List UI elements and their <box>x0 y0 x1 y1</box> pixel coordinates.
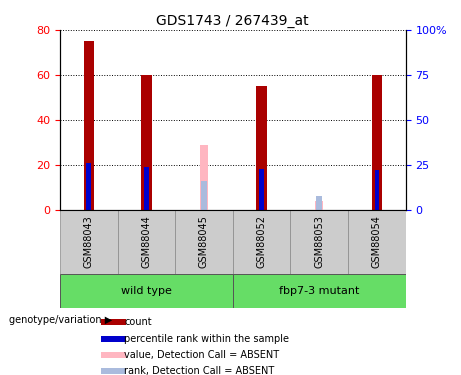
Text: genotype/variation ▶: genotype/variation ▶ <box>9 315 112 325</box>
Bar <box>259 169 264 210</box>
Bar <box>60 210 118 274</box>
Text: GSM88054: GSM88054 <box>372 215 382 268</box>
Text: GSM88053: GSM88053 <box>314 215 324 268</box>
Text: rank, Detection Call = ABSENT: rank, Detection Call = ABSENT <box>124 366 275 375</box>
Bar <box>141 75 152 210</box>
Text: wild type: wild type <box>121 286 172 296</box>
Bar <box>60 274 233 308</box>
Bar <box>315 201 323 210</box>
Bar <box>144 167 148 210</box>
Bar <box>348 210 406 274</box>
Bar <box>374 170 379 210</box>
Bar <box>233 274 406 308</box>
Text: GSM88044: GSM88044 <box>142 216 151 268</box>
Bar <box>201 181 207 210</box>
Bar <box>290 210 348 274</box>
Bar <box>372 75 382 210</box>
Bar <box>200 145 208 210</box>
Bar <box>175 210 233 274</box>
Text: count: count <box>124 317 152 327</box>
Bar <box>101 352 126 358</box>
Text: GSM88045: GSM88045 <box>199 215 209 268</box>
Bar <box>101 368 126 374</box>
Bar <box>256 86 267 210</box>
Bar <box>83 41 94 210</box>
Bar <box>101 320 126 326</box>
Bar <box>233 210 290 274</box>
Bar <box>118 210 175 274</box>
Text: GSM88043: GSM88043 <box>84 216 94 268</box>
Title: GDS1743 / 267439_at: GDS1743 / 267439_at <box>156 13 309 28</box>
Text: percentile rank within the sample: percentile rank within the sample <box>124 333 290 344</box>
Text: value, Detection Call = ABSENT: value, Detection Call = ABSENT <box>124 350 279 360</box>
Text: fbp7-3 mutant: fbp7-3 mutant <box>279 286 360 296</box>
Text: GSM88052: GSM88052 <box>257 215 266 268</box>
Bar <box>101 336 126 342</box>
Bar <box>316 196 322 210</box>
Bar <box>86 163 91 210</box>
